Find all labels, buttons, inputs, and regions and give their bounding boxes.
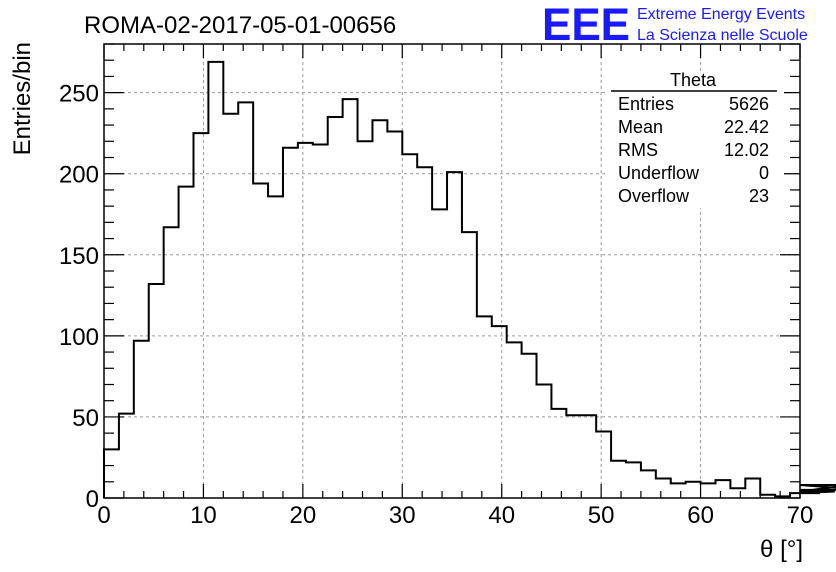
- histogram-bin: [566, 415, 581, 498]
- histogram-bin: [417, 167, 432, 498]
- x-tick-label: 60: [687, 502, 714, 529]
- histogram-bin: [611, 461, 626, 498]
- stats-box-title: Theta: [670, 70, 717, 90]
- histogram-bin: [283, 148, 298, 498]
- stats-label: Overflow: [618, 186, 690, 206]
- chart-title: ROMA-02-2017-05-01-00656: [84, 12, 396, 39]
- x-tick-label: 50: [588, 502, 615, 529]
- histogram-bin: [477, 316, 492, 498]
- histogram-outline: [103, 60, 836, 498]
- histogram-bin: [492, 326, 507, 498]
- histogram-bin: [223, 114, 238, 498]
- histogram-bin: [343, 99, 358, 498]
- stats-value: 12.02: [724, 140, 769, 160]
- x-tick-label: 10: [190, 502, 217, 529]
- stats-value: 5626: [729, 94, 769, 114]
- y-axis-label: Entries/bin: [9, 42, 36, 155]
- histogram-bin: [671, 483, 686, 498]
- stats-label: Mean: [618, 117, 663, 137]
- histogram-bin: [387, 132, 402, 498]
- histogram-bin: [686, 482, 701, 498]
- histogram-bin: [104, 449, 119, 498]
- histogram-bin: [507, 342, 522, 498]
- stats-value: 22.42: [724, 117, 769, 137]
- histogram-bin: [179, 187, 194, 498]
- histogram-bin: [253, 183, 268, 498]
- histogram-bin: [134, 341, 149, 498]
- eee-logo-line2: La Scienza nelle Scuole: [637, 27, 808, 44]
- histogram-bin: [715, 480, 730, 498]
- eee-logo: EEE Extreme Energy Events La Scienza nel…: [542, 0, 808, 50]
- eee-logo-mark: EEE: [542, 0, 630, 50]
- y-tick-label: 250: [59, 81, 99, 108]
- y-tick-label: 50: [72, 405, 99, 432]
- histogram-bin: [358, 141, 373, 498]
- plot-frame: [103, 43, 801, 499]
- histogram-bin: [701, 483, 716, 498]
- histogram-bin: [238, 102, 253, 498]
- stats-box-rows: Entries 5626 Mean 22.42 RMS 12.02 Underflow 0 Ov…: [618, 94, 769, 206]
- histogram-bin: [402, 154, 417, 498]
- eee-logo-line1: Extreme Energy Events: [637, 6, 805, 23]
- histogram-bin: [641, 470, 656, 498]
- histogram-bin: [730, 488, 745, 498]
- histogram-bin: [149, 284, 164, 498]
- y-tick-label: 200: [59, 162, 99, 189]
- histogram-bin: [447, 172, 462, 498]
- x-tick-label: 20: [290, 502, 317, 529]
- histogram-bin: [193, 133, 208, 498]
- x-tick-labels: 0 10 20 30 40 50 60 70: [97, 502, 813, 529]
- x-tick-label: 70: [787, 502, 814, 529]
- y-tick-label: 0: [86, 486, 99, 513]
- histogram-bin: [372, 120, 387, 498]
- histogram-bin: [268, 196, 283, 498]
- stats-box: Theta Entries 5626 Mean 22.42 RMS 12.02 Underf…: [606, 70, 784, 208]
- histogram-bin: [596, 432, 611, 498]
- grid: [104, 44, 800, 498]
- stats-value: 0: [759, 163, 769, 183]
- histogram-bin: [551, 409, 566, 498]
- histogram-bin: [164, 227, 179, 498]
- stats-value: 23: [749, 186, 769, 206]
- stats-label: Underflow: [618, 163, 700, 183]
- histogram-bin: [626, 462, 641, 498]
- stats-box-frame: [606, 74, 784, 208]
- stats-label: RMS: [618, 140, 658, 160]
- histogram-bin: [581, 415, 596, 498]
- histogram-bin: [656, 479, 671, 498]
- histogram-bin: [119, 414, 134, 498]
- x-axis-label: θ [°]: [760, 536, 803, 563]
- histogram-bin: [537, 385, 552, 499]
- x-tick-label: 30: [389, 502, 416, 529]
- histogram-bin: [298, 143, 313, 498]
- y-tick-label: 150: [59, 243, 99, 270]
- y-tick-labels: 0 50 100 150 200 250: [59, 81, 99, 513]
- histogram-bin: [745, 479, 760, 498]
- histogram-bin: [432, 209, 447, 498]
- histogram-bin: [522, 354, 537, 498]
- stats-label: Entries: [618, 94, 674, 114]
- x-tick-label: 40: [488, 502, 515, 529]
- y-tick-label: 100: [59, 324, 99, 351]
- histogram-bin: [208, 62, 223, 498]
- histogram-bin: [462, 232, 477, 498]
- x-tick-label: 0: [97, 502, 110, 529]
- histogram-bin: [313, 145, 328, 498]
